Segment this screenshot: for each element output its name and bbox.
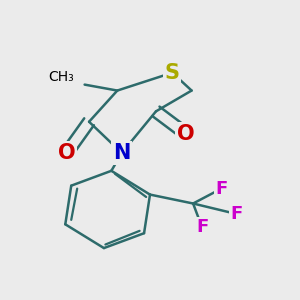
Text: F: F [230, 205, 242, 223]
Text: O: O [177, 124, 194, 144]
Text: F: F [196, 218, 208, 236]
Text: S: S [165, 63, 180, 83]
Text: F: F [215, 180, 227, 198]
Text: O: O [58, 143, 76, 163]
Text: CH₃: CH₃ [48, 70, 74, 84]
Text: N: N [113, 143, 130, 163]
